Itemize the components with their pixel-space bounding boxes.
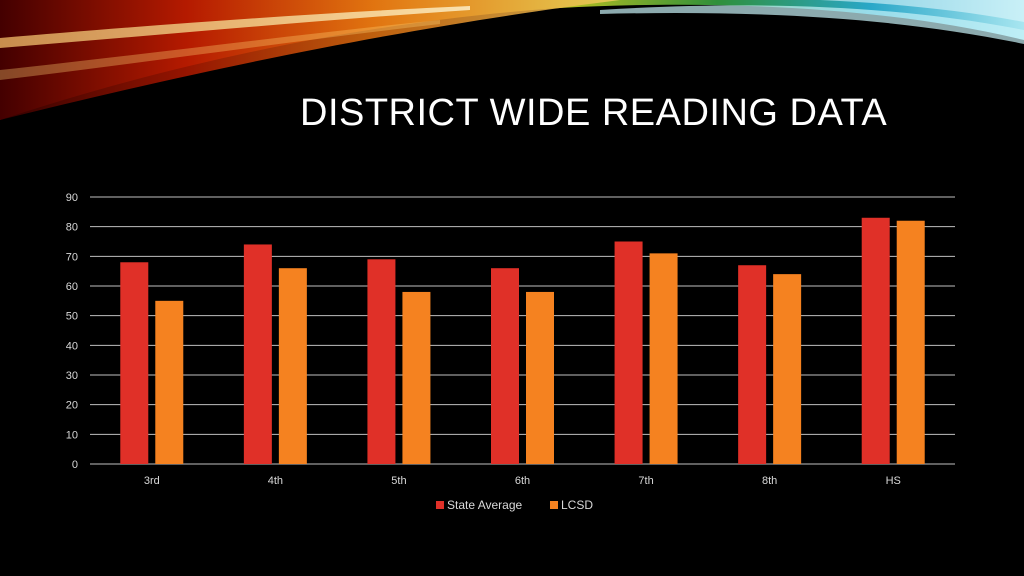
x-axis-tick-labels: 3rd 4th 5th 6th 7th 8th HS — [144, 475, 901, 487]
y-tick-label: 10 — [66, 429, 78, 441]
bar-state-average-5th — [367, 259, 396, 464]
legend-swatch — [436, 501, 444, 509]
bar-lcsd-6th — [526, 291, 554, 464]
y-tick-label: 30 — [66, 370, 78, 382]
bar-lcsd-3rd — [155, 300, 184, 464]
y-tick-label: 20 — [66, 400, 78, 412]
bar-lcsd-hs — [896, 220, 925, 464]
legend-label: LCSD — [561, 498, 593, 512]
legend-label: State Average — [447, 498, 522, 512]
bar-state-average-hs — [861, 217, 890, 464]
y-axis-tick-labels: 0 10 20 30 40 50 60 70 80 90 — [66, 192, 78, 471]
bar-lcsd-7th — [649, 253, 678, 464]
legend-swatch — [550, 501, 558, 509]
bar-state-average-7th — [614, 241, 643, 464]
x-tick-label: 5th — [391, 475, 406, 487]
y-tick-label: 80 — [66, 222, 78, 234]
decorative-swoosh-banner — [0, 0, 1024, 120]
bar-state-average-6th — [491, 268, 519, 464]
bar-state-average-3rd — [120, 262, 149, 464]
y-tick-label: 60 — [66, 281, 78, 293]
x-tick-label: 8th — [762, 475, 777, 487]
y-tick-label: 50 — [66, 311, 78, 323]
x-tick-label: 4th — [268, 475, 283, 487]
bar-lcsd-4th — [278, 268, 307, 464]
bars — [120, 217, 925, 464]
x-tick-label: 3rd — [144, 475, 160, 487]
gridlines — [90, 196, 955, 465]
legend: State Average LCSD — [436, 498, 593, 512]
x-tick-label: HS — [886, 475, 901, 487]
bar-lcsd-5th — [402, 291, 431, 464]
y-tick-label: 0 — [72, 459, 78, 471]
x-tick-label: 7th — [638, 475, 653, 487]
y-tick-label: 40 — [66, 340, 78, 352]
y-tick-label: 90 — [66, 192, 78, 204]
bar-state-average-8th — [738, 265, 767, 464]
x-tick-label: 6th — [515, 475, 530, 487]
bar-lcsd-8th — [773, 274, 802, 464]
bar-state-average-4th — [243, 244, 272, 464]
slide-title: DISTRICT WIDE READING DATA — [300, 92, 888, 134]
y-tick-label: 70 — [66, 251, 78, 263]
